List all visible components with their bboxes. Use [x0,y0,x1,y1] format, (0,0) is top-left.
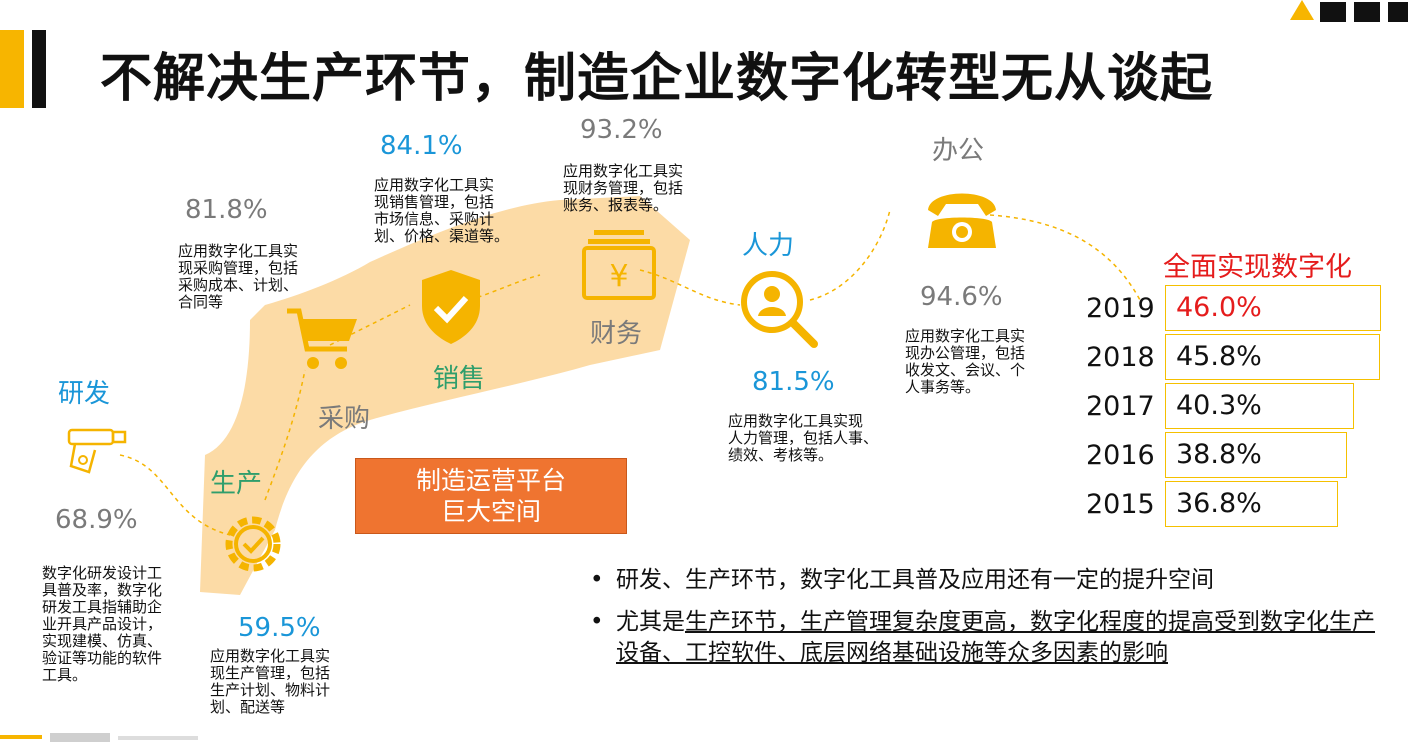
year-label-2018: 2018 [1086,342,1155,373]
cart-icon [287,308,357,369]
svg-text:¥: ¥ [609,259,628,294]
chart-title: 全面实现数字化 [1163,252,1352,283]
trend-value-2019: 46.0% [1176,292,1262,323]
platform-callout: 制造运营平台 巨大空间 [355,458,627,534]
footer-brand [0,733,200,742]
stage-desc-sales: 应用数字化工具实 现销售管理，包括 市场信息、采购计 划、价格、渠道等。 [374,176,510,245]
bullet-dot: • [590,567,604,593]
stage-desc-production: 应用数字化工具实 现生产管理，包括 生产计划、物料计 划、配送等 [210,647,331,716]
trend-bar-2016: 38.8% [1165,432,1347,478]
bullet-2-underlined: 生产环节，生产管理复杂度更高，数字化程度的提高受到数字化生产设备、工控软件、底层… [616,609,1375,666]
stage-pct-sales: 84.1% [380,131,463,161]
bullet-dot: • [590,609,604,635]
trend-bar-2015: 36.8% [1165,481,1338,527]
gear-check-icon [225,516,281,572]
stage-pct-office: 94.6% [920,282,1003,312]
stage-desc-rd: 数字化研发设计工 具普及率，数字化 研发工具指辅助企 业开具产品设计， 实现建模… [42,564,163,684]
title-accent-bar [0,30,24,108]
page-title: 不解决生产环节，制造企业数字化转型无从谈起 [100,49,1214,109]
stage-pct-purchase: 81.8% [185,195,268,225]
title-accent-bar-dark [32,30,46,108]
stage-pct-rd: 68.9% [55,505,138,535]
bullet-2-prefix: 尤其是 [616,609,685,635]
stage-desc-hr: 应用数字化工具实现 人力管理，包括人事、 绩效、考核等。 [728,412,879,464]
trend-value-2018: 45.8% [1176,341,1262,372]
stage-name-production: 生产 [210,469,263,499]
shield-check-icon [422,270,480,344]
trend-value-2016: 38.8% [1176,439,1262,470]
year-label-2017: 2017 [1086,391,1155,422]
brand-logo [1290,0,1408,24]
trend-value-2015: 36.8% [1176,488,1262,519]
platform-line1: 制造运营平台 [415,466,566,495]
platform-line2: 巨大空间 [440,497,541,526]
stage-desc-purchase: 应用数字化工具实 现采购管理，包括 采购成本、计划、 合同等 [178,242,299,311]
spray-tool-icon [67,428,127,474]
year-label-2019: 2019 [1086,293,1155,324]
bullet-2: • 尤其是生产环节，生产管理复杂度更高，数字化程度的提高受到数字化生产设备、工控软… [590,607,1380,669]
year-label-2015: 2015 [1086,489,1155,520]
bullet-1: • 研发、生产环节，数字化工具普及应用还有一定的提升空间 [590,565,1380,596]
stage-pct-production: 59.5% [238,613,321,643]
stage-desc-office: 应用数字化工具实 现办公管理，包括 收发文、会议、个 人事务等。 [905,327,1026,396]
trend-bar-2018: 45.8% [1165,334,1380,380]
stage-name-office: 办公 [932,136,985,166]
stage-name-hr: 人力 [742,231,795,261]
trend-value-2017: 40.3% [1176,390,1262,421]
stage-name-purchase: 采购 [318,404,371,434]
telephone-icon [928,193,996,248]
stage-name-sales: 销售 [433,364,486,394]
trend-bar-2017: 40.3% [1165,383,1354,429]
stage-pct-finance: 93.2% [580,115,663,145]
stage-name-rd: 研发 [58,379,111,409]
year-label-2016: 2016 [1086,440,1155,471]
yuan-wallet-icon: ¥ [582,230,656,300]
bullet-1-text: 研发、生产环节，数字化工具普及应用还有一定的提升空间 [616,567,1214,593]
stage-name-finance: 财务 [590,319,643,349]
person-search-icon [741,271,818,348]
stage-desc-finance: 应用数字化工具实 现财务管理，包括 账务、报表等。 [563,162,684,214]
trend-bar-2019: 46.0% [1165,285,1381,331]
stage-pct-hr: 81.5% [752,367,835,397]
